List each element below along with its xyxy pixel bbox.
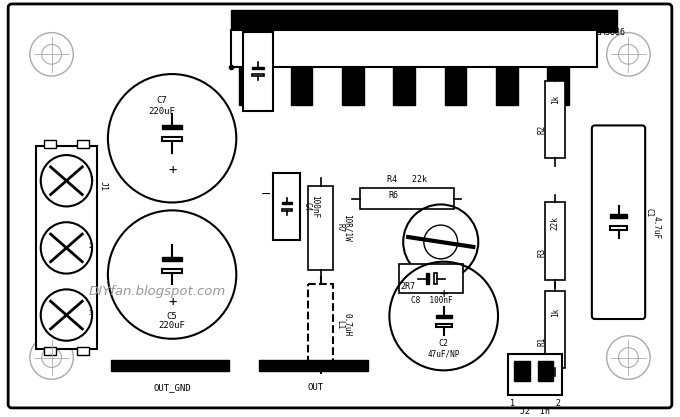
Bar [610,226,628,230]
Text: LM3886: LM3886 [595,28,625,37]
Bar [252,73,264,75]
Text: +: + [168,295,176,309]
Bar [445,67,466,105]
Text: J1: J1 [99,181,108,191]
Text: C5: C5 [167,311,177,321]
Bar [342,67,364,105]
Text: R2: R2 [538,125,547,134]
Text: OUT_GND: OUT_GND [153,383,191,392]
Text: 2: 2 [89,243,93,249]
Bar [163,126,182,129]
Text: R4   22k: R4 22k [387,175,426,184]
Bar [259,359,368,372]
Text: 3: 3 [89,310,93,316]
Bar [290,67,312,105]
Bar [243,32,273,111]
Text: C6: C6 [253,11,263,20]
Bar [496,67,517,105]
Text: R7: R7 [335,223,344,232]
FancyBboxPatch shape [8,4,672,408]
Text: R3: R3 [538,248,547,257]
Bar [78,347,89,354]
Bar [537,362,554,381]
Text: IC1: IC1 [595,18,610,27]
Text: OUT: OUT [307,383,324,392]
Text: 1k: 1k [551,95,560,104]
Bar [36,146,97,349]
Text: C2: C2 [439,339,449,348]
Bar [434,273,437,284]
Bar [163,137,182,141]
Text: 47uF/NP: 47uF/NP [428,349,460,358]
Bar [252,67,264,69]
Text: R6: R6 [388,191,398,199]
Bar [282,202,292,204]
Text: C1: C1 [644,208,653,217]
Bar [545,81,565,158]
Bar [393,67,415,105]
Bar [239,67,261,105]
Bar [508,354,562,395]
Text: 0.7uH: 0.7uH [343,313,352,337]
Bar [273,173,301,240]
Bar [545,291,565,368]
Bar [360,188,454,209]
Text: 1: 1 [510,399,515,408]
Bar [44,140,56,148]
Bar [309,284,333,365]
Bar [545,203,565,279]
Bar [436,315,452,318]
Text: 100nF: 100nF [245,19,271,28]
Bar [426,273,429,284]
Text: 10R/1W: 10R/1W [343,214,352,241]
Bar [44,347,56,354]
Text: C8  100nF: C8 100nF [411,296,452,305]
Bar [111,359,229,372]
Bar [163,257,182,261]
Text: 1: 1 [89,176,93,182]
Text: 2: 2 [556,399,560,408]
Text: −: − [260,188,271,201]
Bar [282,209,292,211]
Text: C4: C4 [303,202,311,211]
Bar [547,67,569,105]
Text: 22k: 22k [551,216,560,230]
Text: 1k: 1k [551,307,560,317]
Text: 100nF: 100nF [310,195,320,218]
Text: J2  In: J2 In [520,407,550,416]
Text: +: + [439,287,448,301]
Bar [514,362,530,381]
Text: +: + [168,163,176,177]
Bar [163,269,182,273]
FancyBboxPatch shape [592,126,645,319]
Bar [231,30,597,67]
Bar [399,264,464,293]
Bar [610,214,628,218]
Bar [436,324,452,327]
Text: 220uF: 220uF [158,322,186,330]
Bar [309,186,333,270]
Text: DIYfan.blogspot.com: DIYfan.blogspot.com [88,285,226,298]
Text: C7: C7 [157,96,167,105]
Bar [78,140,89,148]
Text: 4.7uF: 4.7uF [652,216,661,239]
Bar [231,10,617,32]
Text: 2R7: 2R7 [401,282,415,291]
Text: 220uF: 220uF [149,107,175,116]
Text: L1: L1 [335,320,344,329]
Text: R1: R1 [538,337,547,347]
